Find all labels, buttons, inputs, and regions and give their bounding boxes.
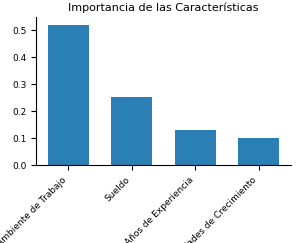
Bar: [175, 130, 216, 165]
Bar: [111, 96, 152, 165]
Title: Importancia de las Características: Importancia de las Características: [68, 3, 259, 13]
Bar: [238, 138, 279, 165]
Bar: [48, 25, 89, 165]
